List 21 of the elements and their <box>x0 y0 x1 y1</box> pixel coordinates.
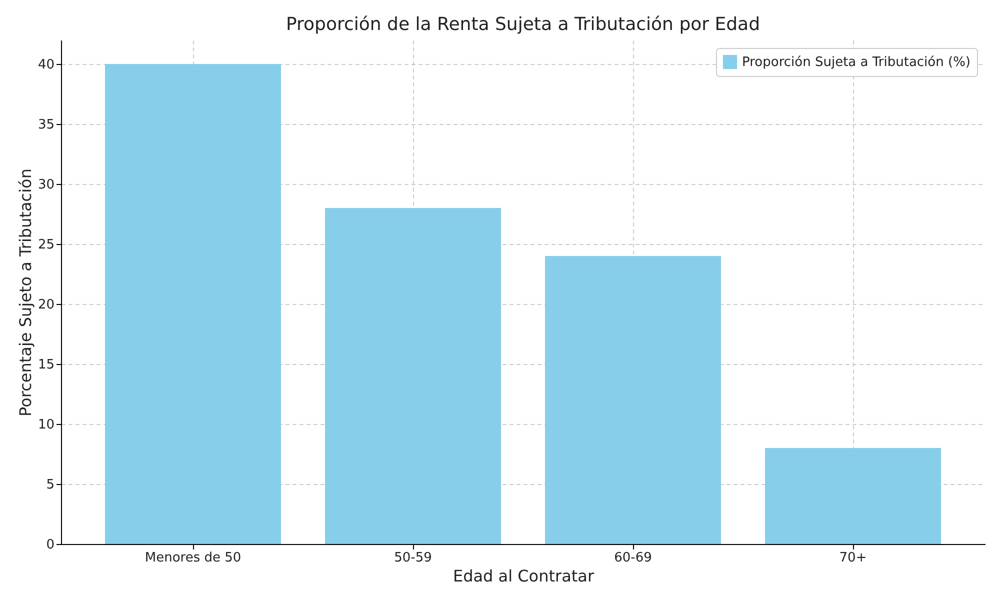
y-tick-label: 10 <box>38 418 54 432</box>
x-tick-label: 50-59 <box>394 550 432 566</box>
legend-label: Proporción Sujeta a Tributación (%) <box>742 55 970 70</box>
y-tick-label: 30 <box>38 178 54 192</box>
y-tick-label: 25 <box>38 238 54 252</box>
bar <box>325 208 501 544</box>
x-tick-label: Menores de 50 <box>144 550 242 566</box>
y-tick-label: 20 <box>38 298 54 312</box>
y-axis-title: Porcentaje Sujeto a Tributación <box>16 168 35 416</box>
chart-title: Proporción de la Renta Sujeta a Tributación por Edad <box>286 14 760 35</box>
x-axis-title: Edad al Contratar <box>452 566 594 586</box>
y-tick-label: 15 <box>38 358 54 372</box>
y-tick-label: 35 <box>38 118 54 132</box>
bar <box>105 64 281 544</box>
x-tick-label: 70+ <box>839 550 867 566</box>
bar <box>545 256 721 544</box>
y-tick-label: 40 <box>38 58 54 72</box>
bar <box>765 448 941 544</box>
x-tick-label: 60-69 <box>614 550 652 566</box>
y-tick-label: 5 <box>46 478 54 492</box>
y-tick-label: 0 <box>46 538 54 552</box>
